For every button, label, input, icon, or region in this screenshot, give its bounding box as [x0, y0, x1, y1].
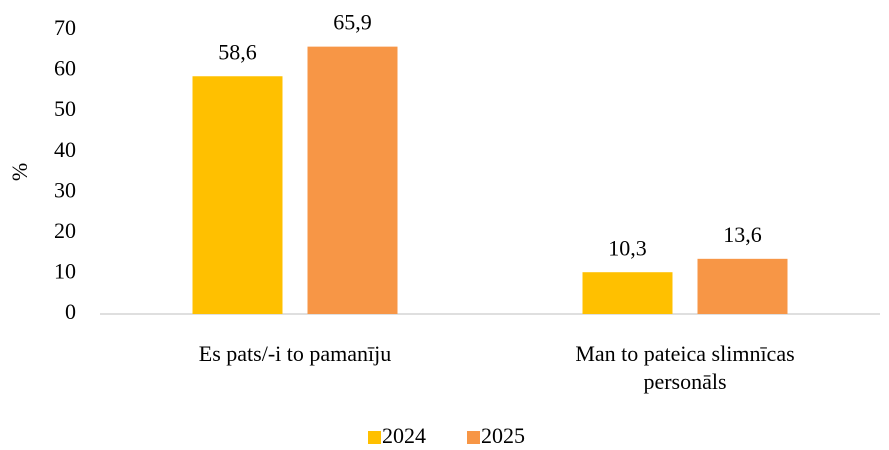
x-tick-label: Es pats/-i to pamanīju	[198, 341, 392, 366]
data-label: 58,6	[218, 39, 257, 64]
bar	[192, 76, 283, 314]
legend-swatch	[467, 431, 480, 444]
y-tick-label: 10	[54, 258, 76, 283]
bar	[307, 46, 398, 315]
y-tick-label: 60	[54, 56, 76, 81]
data-label: 65,9	[333, 10, 372, 35]
y-tick-label: 30	[54, 177, 76, 202]
y-tick-label: 0	[65, 299, 76, 324]
y-tick-label: 40	[54, 137, 76, 162]
legend-label: 2024	[382, 423, 426, 448]
data-label: 10,3	[608, 235, 647, 260]
bar	[582, 272, 673, 314]
x-tick-label: Man to pateica slimnīcas personāls	[575, 341, 795, 394]
legend-swatch	[368, 431, 381, 444]
legend-label: 2025	[481, 423, 525, 448]
y-tick-label: 20	[54, 218, 76, 243]
y-axis-label: %	[7, 163, 32, 181]
y-tick-label: 50	[54, 96, 76, 121]
y-tick-label: 70	[54, 15, 76, 40]
bar	[697, 258, 788, 314]
data-label: 13,6	[723, 222, 762, 247]
